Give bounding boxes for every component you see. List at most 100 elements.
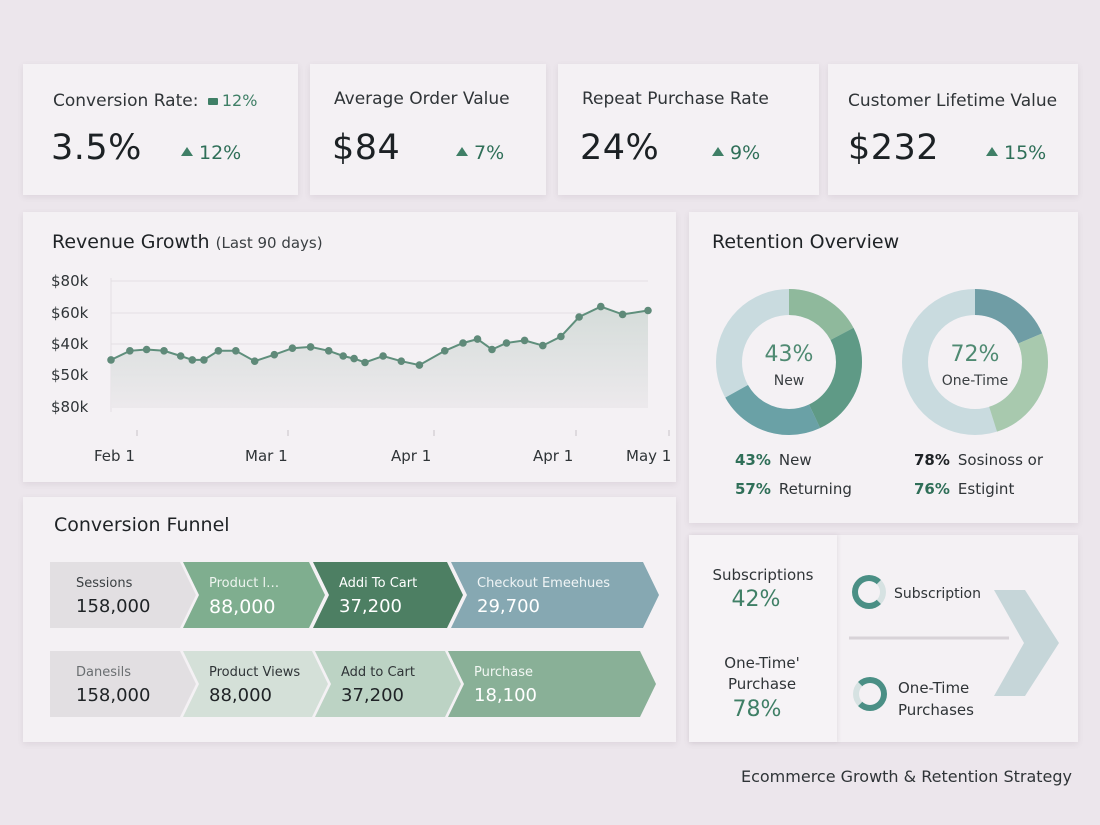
revenue-point <box>644 306 652 315</box>
revenue-point <box>575 313 583 321</box>
subscription-ring-icon <box>852 575 886 609</box>
funnel-step-product[interactable]: Product l… 88,000 <box>183 562 325 628</box>
kpi-title-extra: 12% <box>221 91 258 110</box>
donut-new-segment-c <box>716 289 862 435</box>
retention-row-returning: 57% Returning <box>735 480 852 498</box>
donut-onetime-segment-a <box>902 289 1048 435</box>
kpi-title: Average Order Value <box>334 89 510 109</box>
funnel-step-value: 88,000 <box>209 596 276 618</box>
revenue-point <box>306 343 315 351</box>
revenue-point <box>350 354 358 363</box>
revenue-point <box>339 352 348 360</box>
revenue-point <box>188 356 197 364</box>
onetime-ring-icon <box>853 677 887 711</box>
revenue-point <box>397 357 406 365</box>
kpi-card-repeat-purchase-rate: Repeat Purchase Rate 24% 9% <box>558 64 819 195</box>
y-tick-label: $80k <box>51 398 89 416</box>
x-tick-label: May 1 <box>626 447 671 465</box>
panel-subtitle: (Last 90 days) <box>215 234 323 252</box>
kpi-delta: 9% <box>712 142 760 164</box>
donut-new-segment-b <box>716 289 862 435</box>
legend-onetime-line2: Purchases <box>898 701 974 719</box>
onetime-label-line2: Purchase <box>727 675 797 693</box>
funnel-step-product-views[interactable]: Product Views 88,000 <box>183 651 328 717</box>
funnel-step-label: Addi To Cart <box>339 576 418 591</box>
kpi-value: 3.5% <box>51 128 142 168</box>
x-tick-label: Apr 1 <box>533 447 573 465</box>
revenue-point <box>488 345 496 354</box>
up-arrow-icon <box>712 147 724 156</box>
kpi-title: Customer Lifetime Value <box>848 91 1058 111</box>
funnel-step-add-to-cart-2[interactable]: Add to Cart 37,200 <box>315 651 461 717</box>
donut-onetime-segment-b <box>902 289 1048 435</box>
funnel-step-label: Add to Cart <box>341 665 415 680</box>
subscription-arrow <box>849 590 1059 696</box>
funnel-step-add-to-cart[interactable]: Addi To Cart 37,200 <box>313 562 463 628</box>
funnel-step-value: 18,100 <box>474 685 537 706</box>
arrow-shape <box>994 590 1059 696</box>
legend-onetime-line1: One-Time <box>898 679 970 697</box>
kpi-value: 24% <box>580 128 660 168</box>
trend-icon <box>207 98 218 105</box>
conversion-funnel-panel: Conversion Funnel Sessions 158,000 Produ… <box>23 497 676 742</box>
retention-donuts <box>716 289 1048 435</box>
kpi-delta: 12% <box>181 142 241 164</box>
revenue-growth-panel: Revenue Growth (Last 90 days) $80k $60k $4… <box>23 212 676 482</box>
donut-new-segment-a <box>716 289 862 435</box>
donut-new-value: 43% <box>764 342 814 367</box>
kpi-title: Conversion Rate: 12% <box>53 91 258 111</box>
up-arrow-icon <box>986 147 998 156</box>
revenue-point <box>361 358 369 367</box>
donut-onetime-label: One-Time <box>941 373 1009 389</box>
revenue-point <box>459 339 467 347</box>
revenue-point <box>520 336 529 345</box>
kpi-card-average-order-value: Average Order Value $84 7% <box>310 64 546 195</box>
funnel-step-label: Checkout Emeehues <box>477 576 611 591</box>
retention-overview-panel: Retention Overview 43% New 72% One-Time … <box>689 212 1078 523</box>
funnel-step-label: Sessions <box>76 576 133 591</box>
retention-row-right-1: 78% Sosinoss or <box>914 451 1044 469</box>
funnel-step-label: Product Views <box>209 665 301 680</box>
kpi-title: Repeat Purchase Rate <box>582 89 769 109</box>
revenue-point <box>618 310 627 319</box>
x-tick-label: Mar 1 <box>245 447 288 465</box>
funnel-step-value: 158,000 <box>76 596 151 617</box>
subscriptions-stat-box: Subscriptions 42% One-Time' Purchase 78% <box>689 535 837 742</box>
funnel-step-value: 88,000 <box>209 685 272 706</box>
revenue-point <box>232 347 240 355</box>
funnel-step-label: Product l… <box>209 576 280 591</box>
revenue-point <box>250 357 259 365</box>
panel-title: Retention Overview <box>712 231 900 253</box>
revenue-chart: $80k $60k $40k $50k $80k Feb 1 Mar 1 Apr 1 Apr 1… <box>51 272 671 465</box>
funnel-step-value: 158,000 <box>76 685 151 706</box>
kpi-delta: 15% <box>986 142 1046 164</box>
funnel-step-checkout[interactable]: Checkout Emeehues 29,700 <box>451 562 659 628</box>
y-tick-label: $80k <box>51 272 89 290</box>
panel-title: Conversion Funnel <box>54 514 230 536</box>
funnel-step-sessions-2[interactable]: Danesils 158,000 <box>50 651 196 717</box>
kpi-delta: 7% <box>456 142 504 164</box>
funnel-step-sessions[interactable]: Sessions 158,000 <box>50 562 196 628</box>
onetime-label-line1: One-Time' <box>724 654 800 672</box>
donut-onetime-value: 72% <box>950 342 1000 367</box>
legend-subscription: Subscription <box>894 586 981 602</box>
subscriptions-panel: Subscriptions 42% One-Time' Purchase 78%… <box>689 535 1078 742</box>
funnel-step-label: Danesils <box>76 665 131 680</box>
kpi-value: $232 <box>848 128 940 168</box>
revenue-point <box>160 347 168 355</box>
retention-row-right-2: 76% Estigint <box>914 480 1015 498</box>
revenue-point <box>142 345 151 354</box>
revenue-point <box>126 347 134 355</box>
onetime-pct: 78% <box>732 697 782 722</box>
x-tick-label: Apr 1 <box>391 447 431 465</box>
funnel-step-value: 37,200 <box>341 685 404 706</box>
funnel-step-value: 29,700 <box>477 596 540 617</box>
donut-new-label: New <box>773 373 805 389</box>
funnel-step-value: 37,200 <box>339 596 402 617</box>
funnel-step-purchase[interactable]: Purchase 18,100 <box>448 651 656 717</box>
revenue-point <box>557 332 565 341</box>
x-tick-label: Feb 1 <box>94 447 135 465</box>
up-arrow-icon <box>181 147 193 156</box>
revenue-point <box>539 341 547 350</box>
y-tick-label: $40k <box>51 335 89 353</box>
